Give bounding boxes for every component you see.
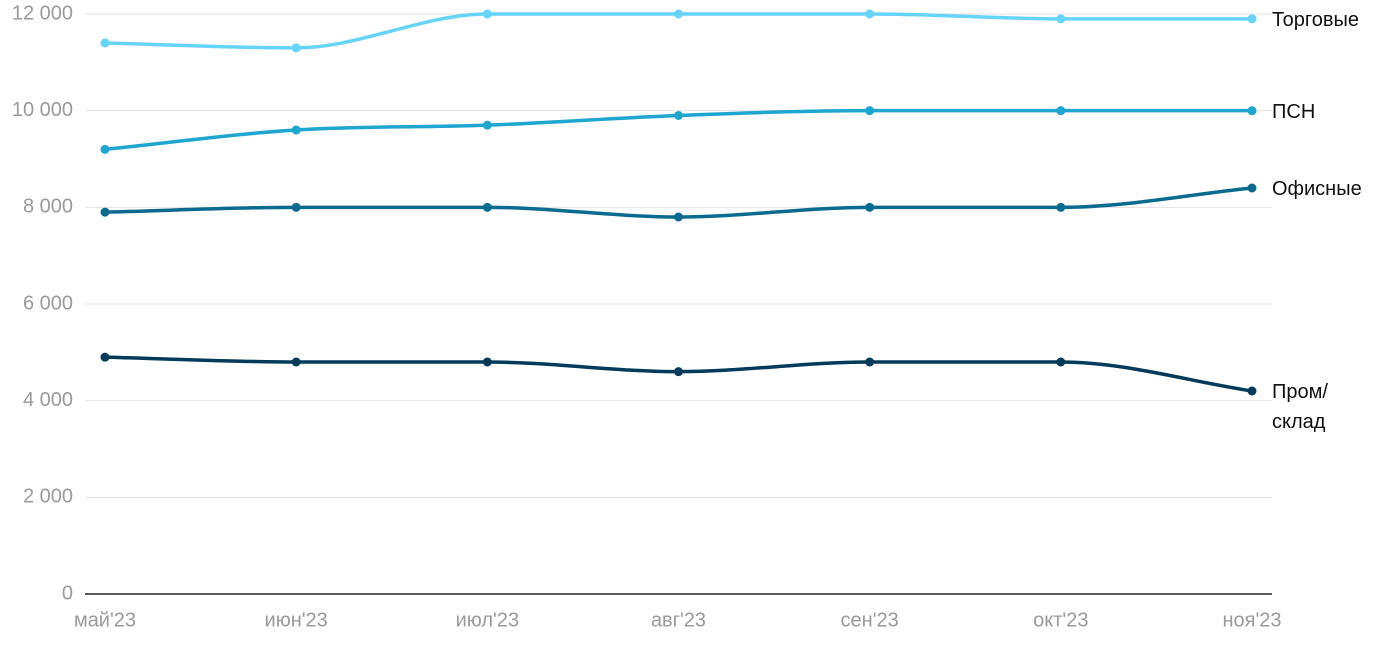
point [291, 357, 301, 367]
point [482, 9, 492, 19]
y-tick-label: 12 000 [12, 2, 73, 24]
point [1056, 14, 1066, 24]
point [1247, 106, 1257, 116]
y-tick-label: 2 000 [23, 486, 73, 508]
point [291, 125, 301, 135]
point [1056, 202, 1066, 212]
point [1056, 357, 1066, 367]
series-label: Офисные [1272, 178, 1362, 200]
point [1247, 14, 1257, 24]
series-label: Пром/ склад [1272, 381, 1328, 433]
x-tick-label: июн'23 [265, 609, 328, 631]
point [674, 367, 683, 377]
point [100, 207, 110, 217]
y-tick-label: 6 000 [23, 292, 73, 314]
series-label: Торговые [1272, 8, 1360, 31]
x-tick-label: май'23 [74, 609, 136, 631]
point [100, 352, 110, 362]
point [482, 357, 492, 367]
point [865, 357, 875, 367]
x-tick-label: окт'23 [1033, 609, 1088, 631]
point [865, 9, 875, 19]
y-tick-label: 4 000 [23, 389, 73, 411]
point [482, 202, 492, 212]
point [674, 111, 683, 120]
point [674, 9, 683, 19]
x-tick-label: ноя'23 [1222, 609, 1281, 631]
y-tick-label: 10 000 [12, 99, 73, 121]
x-tick-label: авг'23 [651, 609, 706, 631]
point [865, 106, 875, 116]
line [104, 12, 1252, 50]
point [100, 38, 110, 48]
point [482, 120, 492, 130]
series-label: ПСН [1272, 100, 1316, 123]
point [291, 43, 301, 53]
point [1247, 386, 1257, 396]
point [291, 202, 301, 212]
point [100, 144, 110, 154]
point [674, 212, 683, 222]
x-tick-label: сен'23 [841, 609, 899, 631]
point [1056, 106, 1066, 116]
point [865, 202, 875, 212]
point [1247, 183, 1257, 193]
x-tick-label: июл'23 [456, 609, 519, 631]
y-tick-label: 0 [62, 582, 73, 604]
y-tick-label: 8 000 [23, 196, 73, 218]
